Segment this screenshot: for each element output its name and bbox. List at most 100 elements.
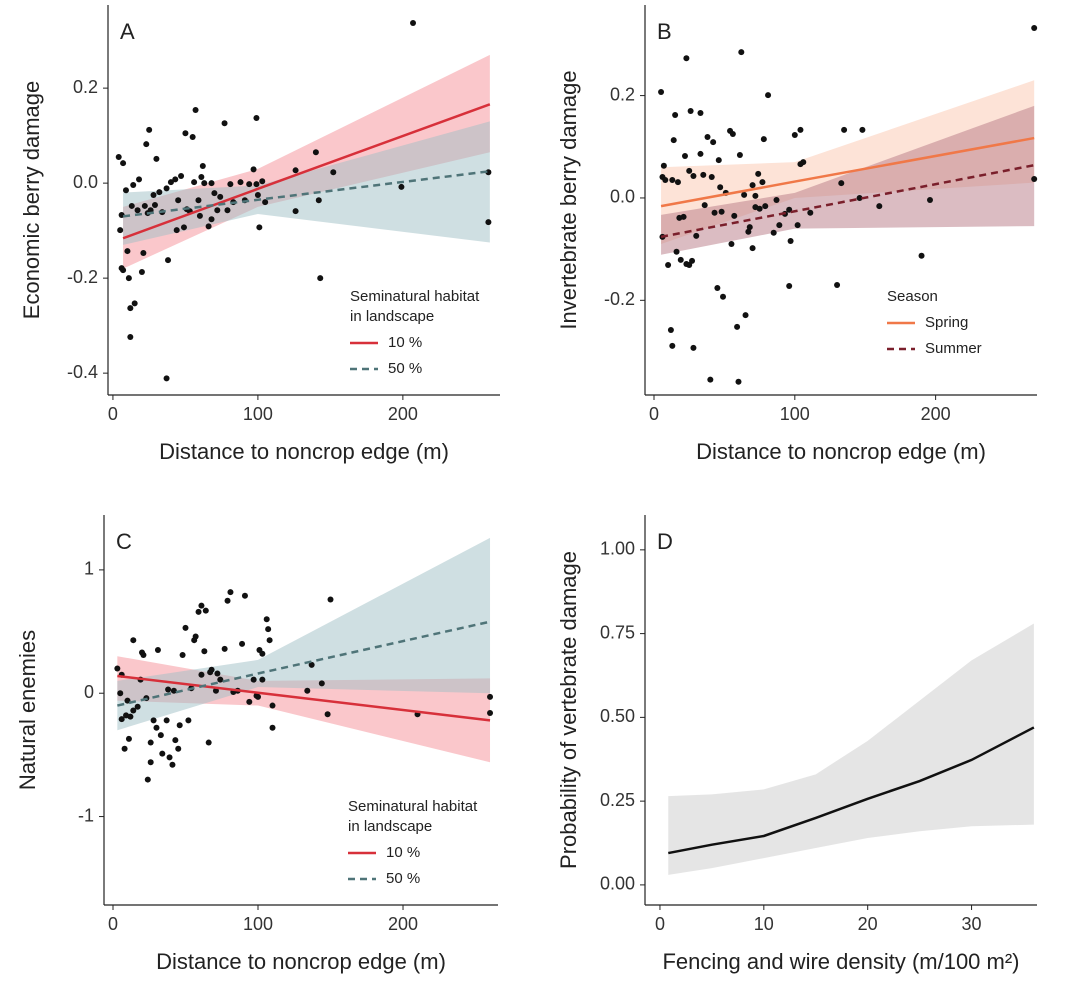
data-point <box>330 169 337 176</box>
confidence-band <box>117 537 491 731</box>
data-point <box>786 282 793 289</box>
y-tick-label: -0.2 <box>604 289 635 309</box>
data-point <box>859 126 866 133</box>
data-point <box>114 665 121 672</box>
data-point <box>253 181 260 188</box>
data-point <box>669 177 676 184</box>
data-point <box>125 275 132 282</box>
data-point <box>669 342 676 349</box>
data-point <box>918 252 925 259</box>
data-point <box>217 676 224 683</box>
data-point <box>180 224 187 231</box>
data-point <box>172 737 179 744</box>
data-point <box>195 197 202 204</box>
data-point <box>136 176 143 183</box>
data-point <box>686 167 693 174</box>
data-point <box>178 173 185 180</box>
data-point <box>237 179 244 186</box>
data-point <box>191 179 198 186</box>
data-point <box>127 713 134 720</box>
y-tick-label: 0.50 <box>600 706 635 726</box>
data-point <box>662 177 669 184</box>
x-axis-label: Distance to noncrop edge (m) <box>159 439 449 464</box>
data-point <box>398 183 405 190</box>
data-point <box>755 170 762 177</box>
data-point <box>128 202 135 209</box>
data-point <box>690 344 697 351</box>
data-point <box>198 602 205 609</box>
data-point <box>246 698 253 705</box>
data-point <box>121 745 128 752</box>
data-point <box>1031 176 1038 183</box>
data-point <box>214 207 221 214</box>
data-point <box>156 189 163 196</box>
data-point <box>697 150 704 157</box>
data-point <box>144 776 151 783</box>
y-tick-label: 0 <box>84 682 94 702</box>
y-tick-label: -0.2 <box>67 267 98 287</box>
data-point <box>224 207 231 214</box>
data-point <box>797 126 804 133</box>
data-point <box>715 157 722 164</box>
data-point <box>717 184 724 191</box>
data-point <box>198 671 205 678</box>
legend-label: 50 % <box>388 360 422 377</box>
data-point <box>710 139 717 146</box>
data-point <box>165 686 172 693</box>
data-point <box>214 670 221 677</box>
y-tick-label: 0.2 <box>73 77 98 97</box>
confidence-band <box>661 105 1035 255</box>
x-tick-label: 20 <box>858 914 878 934</box>
data-point <box>250 166 257 173</box>
data-point <box>211 190 218 197</box>
data-point <box>163 185 170 192</box>
data-point <box>734 323 741 330</box>
fit-line <box>660 136 1035 208</box>
data-point <box>667 327 674 333</box>
data-point <box>122 187 129 194</box>
y-tick-label: 0.0 <box>73 172 98 192</box>
data-point <box>263 616 270 623</box>
data-point <box>741 191 748 198</box>
data-point <box>259 650 266 657</box>
legend-label: 50 % <box>386 870 420 887</box>
data-point <box>259 676 266 683</box>
data-point <box>265 626 272 633</box>
data-point <box>172 176 179 183</box>
data-point <box>124 248 131 255</box>
data-point <box>130 182 137 189</box>
data-point <box>807 209 814 216</box>
data-point <box>170 687 177 694</box>
x-tick-label: 0 <box>649 404 659 424</box>
y-tick-label: 1.00 <box>600 539 635 559</box>
data-point <box>167 179 174 186</box>
data-point <box>153 155 160 162</box>
data-point <box>749 182 756 189</box>
data-point <box>312 149 319 156</box>
data-point <box>196 212 203 219</box>
data-point <box>926 197 933 203</box>
data-point <box>324 711 331 718</box>
data-point <box>304 687 311 694</box>
legend-label: 10 % <box>386 844 420 861</box>
data-point <box>315 197 322 204</box>
data-point <box>140 651 147 658</box>
data-point <box>690 172 697 179</box>
data-point <box>485 219 492 226</box>
data-point <box>185 717 192 724</box>
data-point <box>205 223 212 230</box>
x-tick-label: 30 <box>962 914 982 934</box>
data-point <box>120 267 127 274</box>
data-point <box>708 173 715 180</box>
data-point <box>130 707 137 714</box>
data-point <box>175 197 182 204</box>
data-point <box>838 180 845 187</box>
data-point <box>199 163 206 170</box>
data-point <box>159 750 166 757</box>
y-tick-label: 0.00 <box>600 874 635 894</box>
data-point <box>834 281 841 288</box>
data-point <box>173 227 180 234</box>
data-point <box>689 257 696 264</box>
data-point <box>318 680 325 687</box>
